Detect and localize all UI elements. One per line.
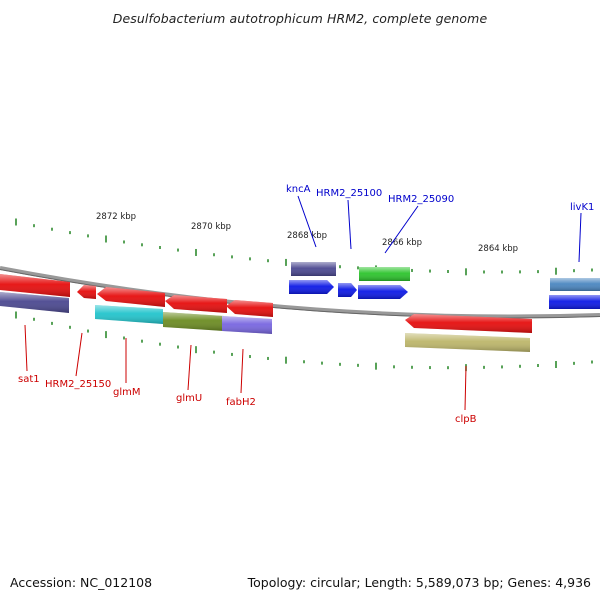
scale-label-2872: 2872 kbp <box>96 212 136 222</box>
label-fabH2: fabH2 <box>226 397 256 408</box>
label-glmU: glmU <box>176 393 202 404</box>
map-title: Desulfobacterium autotrophicum HRM2, com… <box>112 11 488 26</box>
accession-label: Accession: NC_012108 <box>10 575 153 590</box>
scale-label-2870: 2870 kbp <box>191 222 231 232</box>
label-kncA: kncA <box>286 184 311 195</box>
reverse-genes <box>0 274 532 352</box>
label-sat1: sat1 <box>18 374 40 385</box>
label-HRM2_25090: HRM2_25090 <box>388 194 454 205</box>
genome-backbone <box>0 266 600 319</box>
forward-genes <box>289 262 600 309</box>
scale-label-2864: 2864 kbp <box>478 244 518 254</box>
label-glmM: glmM <box>113 387 141 398</box>
label-leaders <box>24 195 582 411</box>
label-livK1: livK1 <box>570 202 594 213</box>
label-HRM2_25150: HRM2_25150 <box>45 379 111 390</box>
label-clpB: clpB <box>455 414 477 425</box>
scale-label-2868: 2868 kbp <box>287 231 327 241</box>
genome-summary: Topology: circular; Length: 5,589,073 bp… <box>247 575 591 590</box>
label-HRM2_25100: HRM2_25100 <box>316 188 382 199</box>
scale-label-2866: 2866 kbp <box>382 238 422 248</box>
